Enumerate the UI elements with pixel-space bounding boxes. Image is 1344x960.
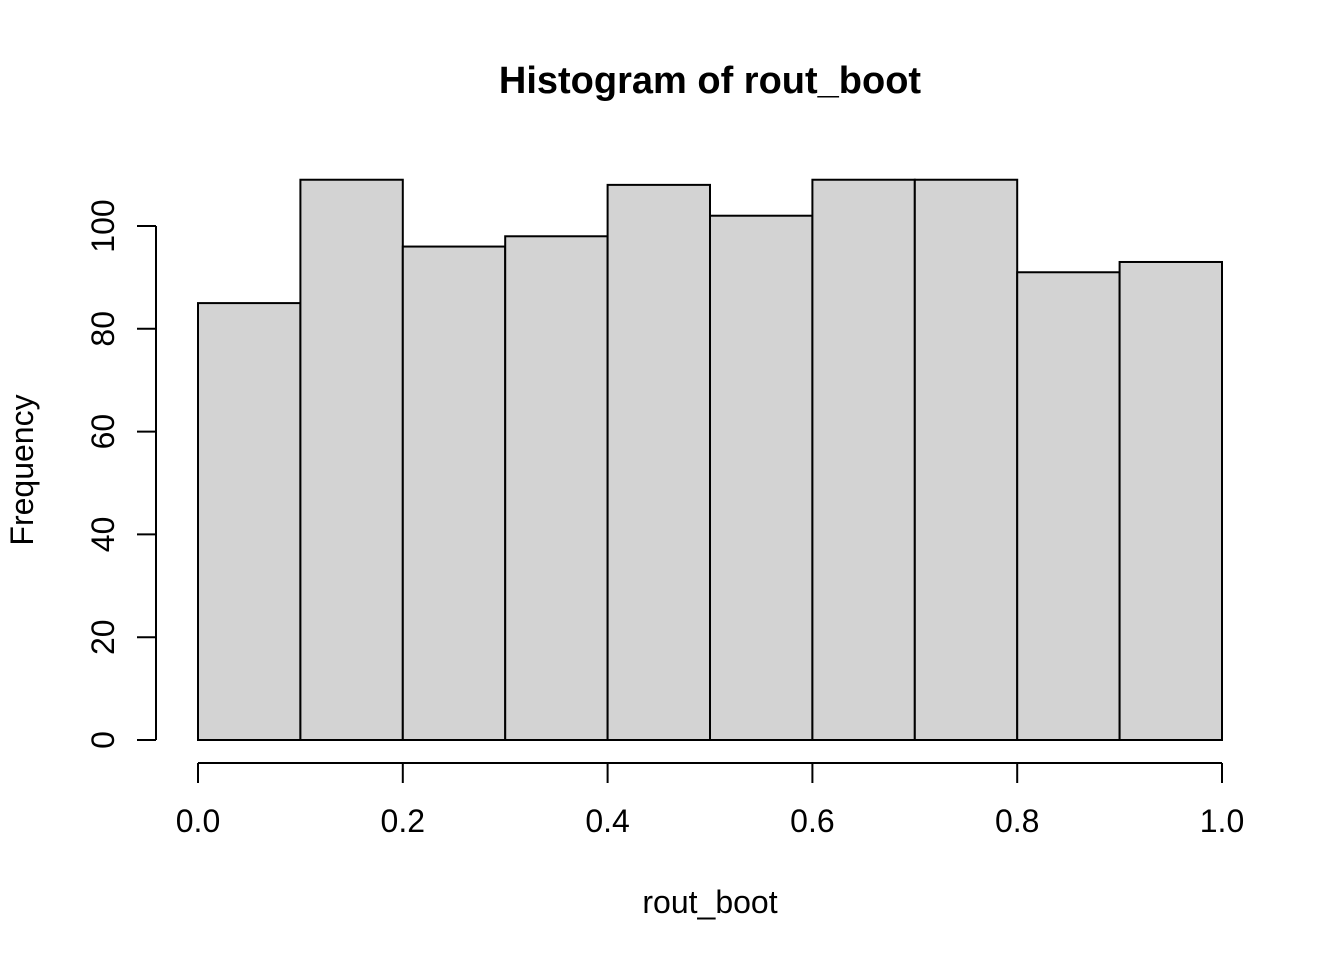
y-axis: 0 20 40 60 80 100 <box>85 199 157 749</box>
histogram-bar <box>197 302 302 741</box>
y-axis-tick-label: 100 <box>85 199 121 252</box>
histogram-bar <box>811 178 916 742</box>
y-axis-tick-label: 40 <box>85 517 121 553</box>
histogram-bar <box>504 235 609 741</box>
x-axis-tick-label: 0.6 <box>790 803 834 839</box>
histogram-bar <box>606 183 711 741</box>
y-axis-tick-label: 60 <box>85 414 121 450</box>
bars-group <box>197 178 1223 742</box>
y-axis-tick-label: 0 <box>85 731 121 749</box>
x-axis-tick-label: 0.0 <box>176 803 220 839</box>
x-axis-tick-label: 0.4 <box>585 803 629 839</box>
x-axis-tick-label: 1.0 <box>1200 803 1244 839</box>
chart-title: Histogram of rout_boot <box>499 60 922 102</box>
histogram-bar <box>913 178 1019 742</box>
histogram-bar <box>299 178 404 742</box>
x-axis: 0.0 0.2 0.4 0.6 0.8 1.0 <box>176 762 1244 839</box>
x-axis-tick-label: 0.2 <box>381 803 425 839</box>
histogram-bar <box>1118 260 1223 741</box>
histogram-bar <box>709 214 814 742</box>
y-axis-label: Frequency <box>4 394 40 545</box>
y-axis-tick-label: 20 <box>85 619 121 655</box>
x-axis-label: rout_boot <box>642 884 777 920</box>
histogram-bar <box>1016 271 1121 741</box>
histogram-bar <box>401 245 507 741</box>
x-axis-tick-label: 0.8 <box>995 803 1039 839</box>
y-axis-tick-label: 80 <box>85 311 121 347</box>
